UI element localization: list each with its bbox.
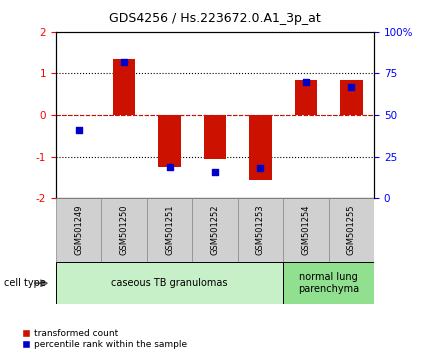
Bar <box>113 59 135 115</box>
Point <box>302 79 309 85</box>
Point <box>166 164 173 170</box>
Bar <box>340 80 363 115</box>
Text: GSM501252: GSM501252 <box>211 205 219 255</box>
Bar <box>147 198 192 262</box>
Bar <box>283 262 374 304</box>
Text: GSM501254: GSM501254 <box>301 205 310 255</box>
Point <box>257 165 264 171</box>
Bar <box>101 198 147 262</box>
Text: GSM501255: GSM501255 <box>347 205 356 255</box>
Text: GSM501249: GSM501249 <box>74 205 83 255</box>
Text: GSM501251: GSM501251 <box>165 205 174 255</box>
Point <box>121 59 128 65</box>
Text: caseous TB granulomas: caseous TB granulomas <box>111 278 228 288</box>
Bar <box>56 198 101 262</box>
Text: cell type: cell type <box>4 278 46 288</box>
Bar <box>295 80 317 115</box>
Point <box>212 169 218 175</box>
Bar <box>56 262 283 304</box>
Point <box>75 127 82 133</box>
Bar <box>158 115 181 167</box>
Bar <box>192 198 238 262</box>
Bar <box>283 198 329 262</box>
Legend: transformed count, percentile rank within the sample: transformed count, percentile rank withi… <box>22 329 187 349</box>
Bar <box>249 115 272 179</box>
Point <box>348 84 355 90</box>
Text: GDS4256 / Hs.223672.0.A1_3p_at: GDS4256 / Hs.223672.0.A1_3p_at <box>109 12 321 25</box>
Bar <box>329 198 374 262</box>
Text: GSM501250: GSM501250 <box>120 205 129 255</box>
Bar <box>204 115 226 159</box>
Text: GSM501253: GSM501253 <box>256 205 265 256</box>
Text: normal lung
parenchyma: normal lung parenchyma <box>298 272 359 294</box>
Bar <box>238 198 283 262</box>
